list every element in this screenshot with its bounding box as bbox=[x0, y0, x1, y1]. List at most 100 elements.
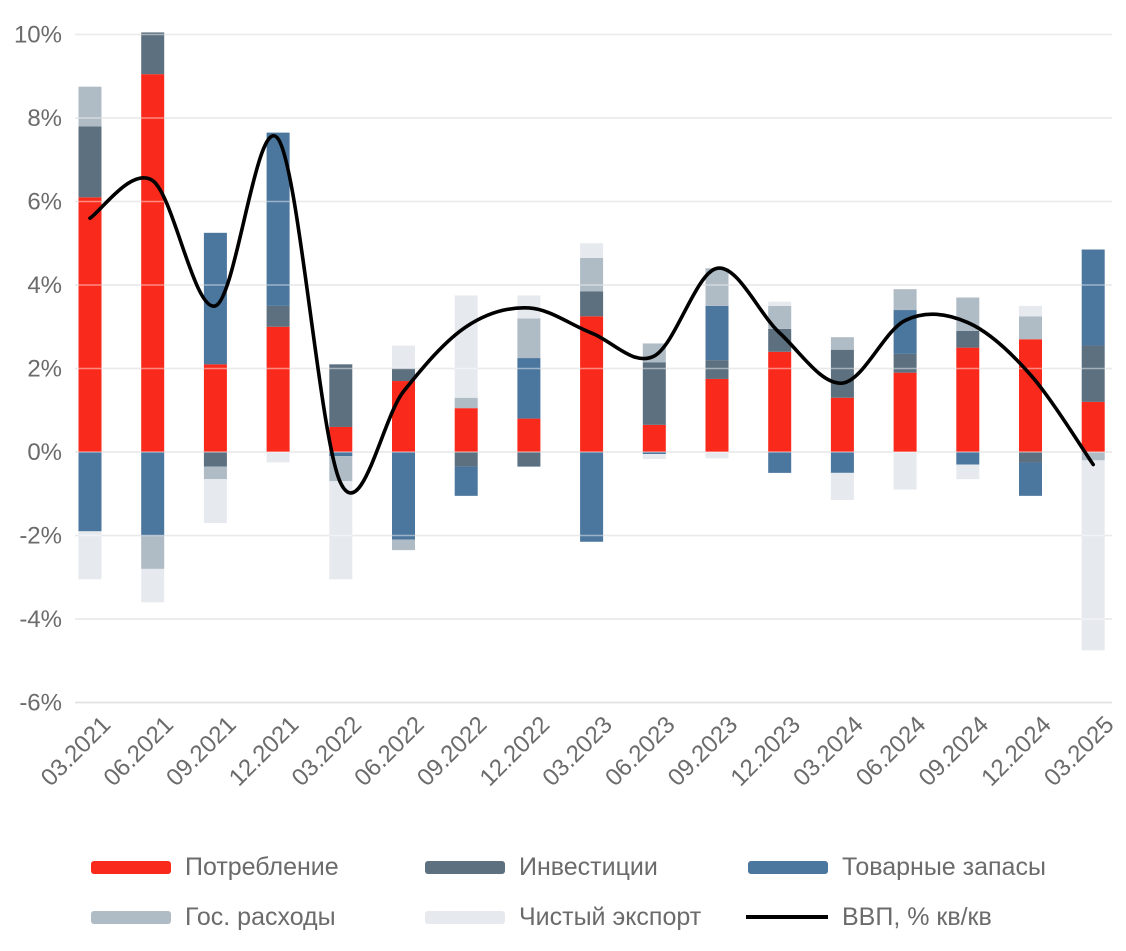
bar-segment-09.2023-Чистый экспорт bbox=[705, 452, 729, 459]
bar-segment-12.2024-Потребление bbox=[1019, 339, 1042, 452]
bar-segment-12.2023-Потребление bbox=[768, 351, 792, 452]
bar-segment-09.2024-Потребление bbox=[956, 347, 980, 452]
legend-label-consumption: Потребление bbox=[185, 852, 339, 881]
bar-segment-12.2022-Гос. расходы bbox=[517, 318, 541, 359]
legend-item-gov-spending: Гос. расходы bbox=[91, 899, 336, 935]
bar-segment-12.2022-Товарные запасы bbox=[517, 358, 541, 419]
bar-segment-09.2021-Инвестиции bbox=[203, 452, 227, 467]
bar-segment-09.2023-Гос. расходы bbox=[705, 268, 729, 306]
bar-segment-09.2021-Потребление bbox=[203, 364, 227, 452]
bar-segment-06.2024-Потребление bbox=[893, 372, 917, 452]
bar-segment-12.2021-Чистый экспорт bbox=[266, 452, 290, 463]
bar-segment-09.2023-Потребление bbox=[705, 378, 729, 452]
bar-segment-09.2022-Гос. расходы bbox=[454, 397, 478, 409]
y-tick-label-4%: 4% bbox=[27, 272, 62, 299]
y-tick-label-0%: 0% bbox=[27, 439, 62, 466]
x-tick-label-03.2025: 03.2025 bbox=[1039, 711, 1119, 791]
gridline-overlay bbox=[75, 33, 1112, 704]
legend-label-net-export: Чистый экспорт bbox=[519, 902, 702, 931]
bar-segment-12.2022-Инвестиции bbox=[517, 452, 541, 467]
legend-label-gdp-line: ВВП, % кв/кв bbox=[842, 902, 992, 931]
bar-segment-09.2021-Товарные запасы bbox=[203, 232, 227, 365]
bar-segment-03.2021-Гос. расходы bbox=[78, 86, 102, 127]
bar-segment-06.2022-Чистый экспорт bbox=[392, 345, 415, 369]
bar-segment-12.2023-Товарные запасы bbox=[768, 452, 792, 473]
y-axis-labels: 10% 8% 6% 4% 2% 0% -2% -4% -6% bbox=[14, 22, 62, 717]
bar-segment-06.2021-Товарные запасы bbox=[141, 452, 165, 536]
bar-segment-12.2023-Инвестиции bbox=[768, 328, 792, 352]
bar-segment-03.2021-Товарные запасы bbox=[78, 452, 102, 532]
bar-segment-06.2022-Инвестиции bbox=[392, 368, 415, 382]
bar-segment-03.2024-Инвестиции bbox=[830, 349, 854, 398]
bar-segment-12.2024-Инвестиции bbox=[1019, 452, 1042, 463]
bar-series-group bbox=[78, 32, 1105, 651]
bar-segment-06.2022-Товарные запасы bbox=[392, 452, 415, 540]
bar-segment-09.2023-Товарные запасы bbox=[705, 305, 729, 361]
bar-segment-06.2023-Потребление bbox=[642, 424, 666, 452]
gdp-components-stacked-bar-chart: 10% 8% 6% 4% 2% 0% -2% -4% -6%03.202106.202109.2… bbox=[14, 22, 1120, 792]
bar-segment-03.2025-Товарные запасы bbox=[1081, 249, 1105, 346]
legend-label-investment: Инвестиции bbox=[519, 852, 658, 881]
legend-label-gov-spending: Гос. расходы bbox=[185, 902, 336, 931]
legend-item-investment: Инвестиции bbox=[425, 849, 658, 885]
bar-segment-09.2022-Товарные запасы bbox=[454, 466, 478, 496]
bar-segment-12.2024-Гос. расходы bbox=[1019, 316, 1042, 340]
bar-segment-03.2022-Потребление bbox=[329, 426, 353, 452]
bar-segment-09.2024-Чистый экспорт bbox=[956, 464, 980, 480]
legend-item-consumption: Потребление bbox=[91, 849, 339, 885]
bar-segment-03.2024-Потребление bbox=[830, 397, 854, 452]
net-export-swatch bbox=[425, 910, 505, 924]
legend-item-gdp-line: ВВП, % кв/кв bbox=[746, 899, 992, 935]
y-tick-label--6%: -6% bbox=[19, 690, 62, 717]
bar-segment-12.2022-Потребление bbox=[517, 418, 541, 452]
bar-segment-06.2021-Чистый экспорт bbox=[141, 568, 165, 603]
bar-segment-03.2024-Чистый экспорт bbox=[830, 472, 854, 501]
bar-segment-03.2024-Гос. расходы bbox=[830, 337, 854, 350]
bar-segment-06.2021-Гос. расходы bbox=[141, 535, 165, 569]
y-tick-label--2%: -2% bbox=[19, 523, 62, 550]
bar-segment-03.2023-Товарные запасы bbox=[580, 452, 604, 542]
legend-label-inventories: Товарные запасы bbox=[842, 852, 1046, 881]
y-tick-label-10%: 10% bbox=[14, 22, 62, 49]
bar-segment-03.2021-Потребление bbox=[78, 197, 102, 452]
x-axis-labels: 03.202106.202109.202112.202103.202206.20… bbox=[36, 711, 1120, 791]
bar-segment-03.2022-Чистый экспорт bbox=[329, 481, 353, 580]
bar-segment-06.2023-Товарные запасы bbox=[642, 452, 666, 455]
bar-segment-09.2021-Гос. расходы bbox=[203, 466, 227, 480]
consumption-swatch bbox=[91, 860, 171, 874]
bar-segment-06.2024-Чистый экспорт bbox=[893, 452, 917, 490]
bar-segment-03.2023-Гос. расходы bbox=[580, 257, 604, 292]
bar-segment-03.2022-Инвестиции bbox=[329, 364, 353, 427]
bar-segment-03.2023-Чистый экспорт bbox=[580, 243, 604, 258]
bar-segment-03.2025-Чистый экспорт bbox=[1081, 460, 1105, 651]
bar-segment-03.2023-Инвестиции bbox=[580, 291, 604, 317]
bar-segment-12.2021-Инвестиции bbox=[266, 305, 290, 327]
bar-segment-03.2021-Инвестиции bbox=[78, 126, 102, 198]
bar-segment-12.2023-Чистый экспорт bbox=[768, 301, 792, 306]
bar-segment-03.2025-Гос. расходы bbox=[1081, 452, 1105, 461]
bar-segment-12.2021-Потребление bbox=[266, 326, 290, 452]
bar-segment-06.2023-Инвестиции bbox=[642, 362, 666, 425]
bar-segment-09.2022-Чистый экспорт bbox=[454, 295, 478, 398]
bar-segment-09.2023-Инвестиции bbox=[705, 360, 729, 379]
bar-segment-06.2021-Потребление bbox=[141, 74, 165, 452]
gdp-line-swatch bbox=[746, 915, 828, 919]
bar-segment-06.2023-Чистый экспорт bbox=[642, 454, 666, 460]
bar-segment-09.2024-Гос. расходы bbox=[956, 297, 980, 331]
inventories-swatch bbox=[748, 860, 828, 874]
y-tick-label--4%: -4% bbox=[19, 606, 62, 633]
bar-segment-12.2024-Чистый экспорт bbox=[1019, 305, 1042, 317]
bar-segment-12.2024-Товарные запасы bbox=[1019, 462, 1042, 496]
bar-segment-06.2022-Гос. расходы bbox=[392, 539, 415, 551]
bar-segment-09.2024-Инвестиции bbox=[956, 330, 980, 348]
bar-segment-06.2021-Инвестиции bbox=[141, 32, 165, 75]
gov-spending-swatch bbox=[91, 910, 171, 924]
bar-segment-06.2024-Инвестиции bbox=[893, 353, 917, 373]
bar-segment-06.2024-Гос. расходы bbox=[893, 289, 917, 311]
y-tick-label-6%: 6% bbox=[27, 189, 62, 216]
bar-segment-06.2024-Товарные запасы bbox=[893, 310, 917, 354]
investment-swatch bbox=[425, 860, 505, 874]
bar-segment-03.2021-Чистый экспорт bbox=[78, 531, 102, 580]
gdp-line bbox=[88, 134, 1095, 495]
